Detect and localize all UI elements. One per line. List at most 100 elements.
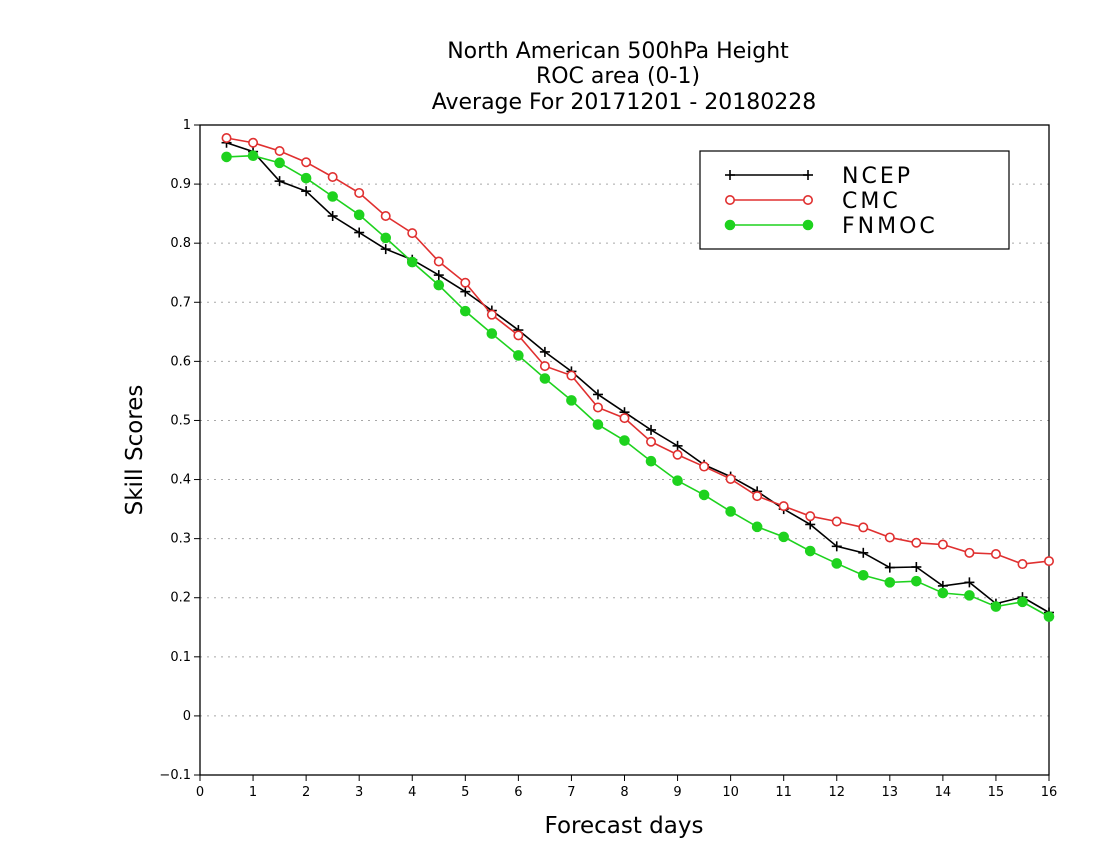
fnmoc-point-marker <box>619 435 630 446</box>
ncep-point-marker <box>354 227 365 238</box>
ncep-point-marker <box>380 244 391 255</box>
x-tick-label: 5 <box>461 785 469 800</box>
cmc-point-marker <box>805 511 816 522</box>
y-tick-label: 0.9 <box>170 177 191 192</box>
cmc-point-marker <box>433 256 444 267</box>
x-tick-label: 3 <box>355 785 363 800</box>
cmc-point-marker <box>407 228 418 239</box>
cmc-point-marker <box>301 157 312 168</box>
fnmoc-point-marker <box>513 350 524 361</box>
cmc-point-marker <box>911 537 922 548</box>
ncep-point-marker <box>327 211 338 221</box>
ncep-point-marker <box>539 346 550 357</box>
gridlines <box>200 183 1049 717</box>
legend-item-fnmoc: FNMOC <box>724 214 935 239</box>
legend-ncep-marker <box>803 170 813 180</box>
fnmoc-point-marker <box>592 419 604 430</box>
cmc-point-marker <box>937 539 948 550</box>
x-tick-label: 6 <box>514 785 522 800</box>
cmc-point-marker <box>831 516 842 527</box>
y-axis-ticks: −0.1 0 0.1 0.2 0.3 0.4 0.5 0.6 0.7 0.8 0.9 1 <box>159 118 200 783</box>
fnmoc-point-marker <box>937 587 949 599</box>
ncep-point-marker <box>911 562 922 572</box>
fnmoc-point-marker <box>831 558 843 569</box>
cmc-point-marker <box>354 187 365 198</box>
cmc-point-marker <box>460 277 471 288</box>
cmc-point-marker <box>884 532 895 543</box>
cmc-point-marker <box>672 449 683 460</box>
cmc-point-marker <box>566 370 577 381</box>
fnmoc-point-marker <box>433 279 445 291</box>
ncep-point-marker <box>831 541 842 552</box>
x-tick-label: 15 <box>988 785 1005 800</box>
fnmoc-point-marker <box>460 305 471 317</box>
fnmoc-point-marker <box>539 373 551 384</box>
ncep-point-marker <box>884 562 895 573</box>
x-tick-label: 11 <box>775 785 792 800</box>
fnmoc-point-marker <box>406 256 418 268</box>
y-tick-label: 0.3 <box>170 532 191 547</box>
legend-label-cmc: CMC <box>842 189 901 214</box>
x-tick-label: 12 <box>828 785 845 800</box>
x-tick-label: 16 <box>1041 785 1058 800</box>
cmc-point-marker <box>990 548 1001 559</box>
x-tick-label: 4 <box>408 785 416 800</box>
fnmoc-point-marker <box>751 521 763 533</box>
fnmoc-point-marker <box>380 232 392 244</box>
fnmoc-point-marker <box>353 209 365 221</box>
chart-title-line-2: ROC area (0-1) <box>536 64 700 89</box>
fnmoc-point-marker <box>566 395 577 406</box>
cmc-point-marker <box>380 211 391 222</box>
chart-title-line-1: North American 500hPa Height <box>447 39 789 64</box>
x-tick-label: 7 <box>567 785 575 800</box>
fnmoc-point-marker <box>300 172 312 184</box>
legend-fnmoc-marker <box>802 219 814 231</box>
cmc-point-marker <box>1017 559 1028 570</box>
x-axis-label: Forecast days <box>545 813 704 839</box>
legend-box <box>699 150 1010 250</box>
legend-item-cmc: CMC <box>724 189 901 214</box>
cmc-point-marker <box>699 461 710 472</box>
cmc-point-marker <box>221 133 232 144</box>
fnmoc-point-marker <box>486 328 498 339</box>
x-tick-label: 8 <box>620 785 628 800</box>
ncep-point-marker <box>301 186 312 197</box>
ncep-point-marker <box>592 389 603 400</box>
fnmoc-point-marker <box>247 150 259 162</box>
ncep-point-marker <box>672 440 683 451</box>
ncep-point-marker <box>646 424 657 435</box>
y-tick-label: 0 <box>183 709 191 724</box>
series-cmc <box>221 133 1055 570</box>
cmc-point-marker <box>752 491 763 502</box>
x-tick-label: 0 <box>196 785 204 800</box>
cmc-point-marker <box>778 501 789 512</box>
cmc-point-marker <box>725 473 736 484</box>
y-tick-label: 0.8 <box>170 236 191 251</box>
cmc-point-marker <box>1044 556 1055 567</box>
legend-cmc-marker <box>724 195 735 206</box>
y-tick-label: 0.2 <box>170 591 191 606</box>
fnmoc-point-marker <box>990 601 1002 612</box>
cmc-point-marker <box>248 137 259 148</box>
y-tick-label: 0.4 <box>170 473 191 488</box>
y-tick-label: 0.7 <box>170 295 191 310</box>
fnmoc-point-marker <box>964 590 975 601</box>
y-tick-label: 0.5 <box>170 413 191 428</box>
fnmoc-point-marker <box>645 455 657 467</box>
fnmoc-point-marker <box>1043 611 1055 622</box>
legend-fnmoc-marker <box>724 219 736 231</box>
y-tick-label: 0.6 <box>170 354 191 369</box>
fnmoc-point-marker <box>725 506 736 517</box>
x-tick-label: 10 <box>722 785 739 800</box>
cmc-point-marker <box>274 146 285 157</box>
cmc-point-marker <box>858 522 869 533</box>
series-layer <box>221 133 1055 622</box>
legend-cmc-marker <box>802 195 813 206</box>
fnmoc-point-marker <box>698 489 710 501</box>
x-tick-label: 2 <box>302 785 310 800</box>
series-fnmoc <box>221 150 1055 622</box>
fnmoc-point-marker <box>327 191 338 202</box>
cmc-point-marker <box>539 361 550 372</box>
x-tick-label: 9 <box>673 785 681 800</box>
